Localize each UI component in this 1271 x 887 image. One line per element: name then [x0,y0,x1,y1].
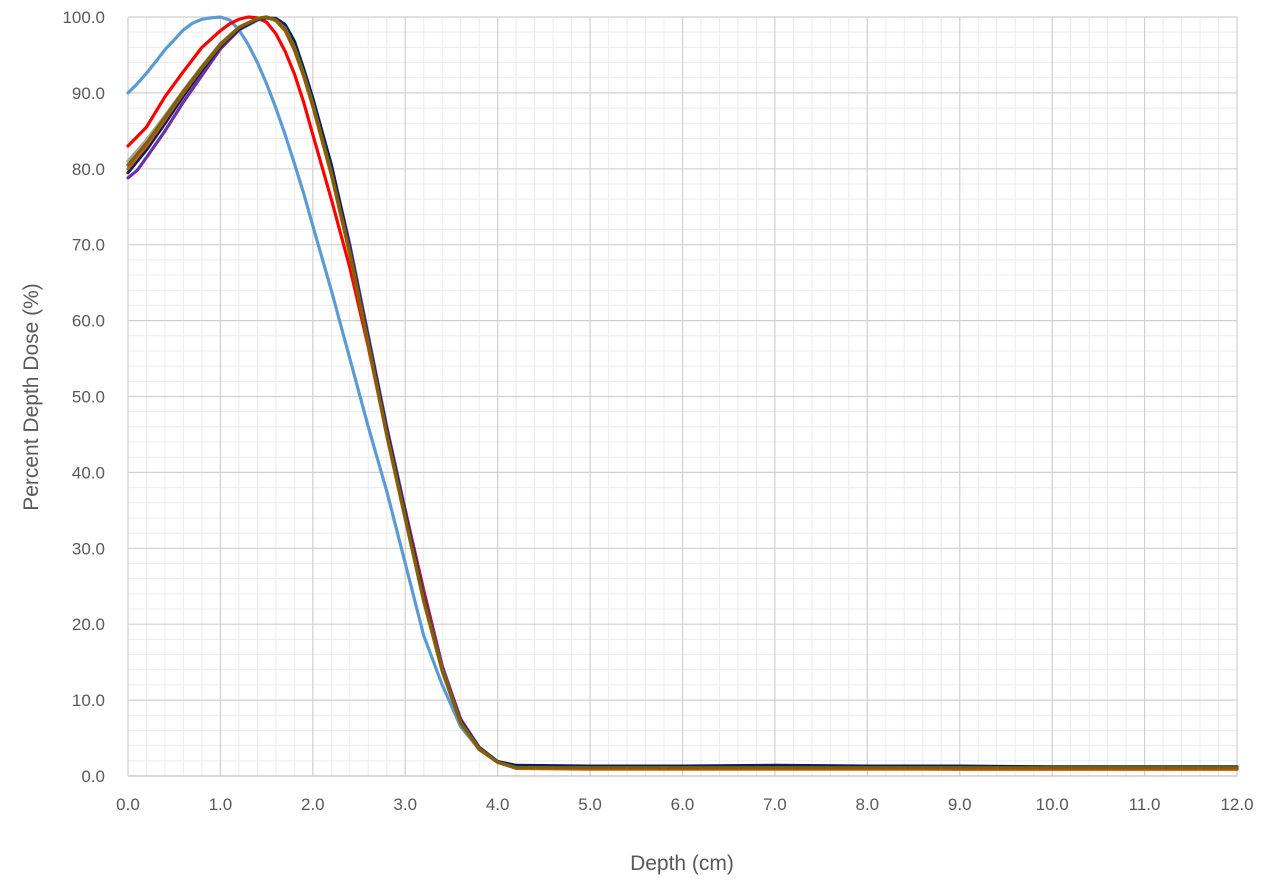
y-tick-label: 20.0 [72,615,105,634]
tick-labels: 0.0 1.0 2.0 3.0 4.0 5.0 6.0 7.0 8.0 9.0 10.0 11.0 12… [62,8,1253,814]
x-tick-label: 4.0 [486,795,510,814]
y-tick-label: 50.0 [72,388,105,407]
y-tick-label: 10.0 [72,691,105,710]
series-layer [126,15,1239,771]
y-tick-label: 40.0 [72,463,105,482]
axes [127,17,1237,777]
x-tick-label: 6.0 [671,795,695,814]
x-tick-label: 7.0 [763,795,787,814]
y-tick-label: 100.0 [62,8,105,27]
x-axis-title: Depth (cm) [630,852,734,875]
x-tick-label: 1.0 [209,795,233,814]
x-tick-label: 0.0 [116,795,140,814]
x-tick-label: 12.0 [1220,795,1253,814]
major-gridlines [128,16,1238,776]
y-axis-title: Percent Depth Dose (%) [20,283,43,511]
x-tick-label: 8.0 [856,795,880,814]
x-tick-label: 5.0 [578,795,602,814]
y-tick-label: 80.0 [72,160,105,179]
x-tick-label: 9.0 [948,795,972,814]
y-tick-label: 60.0 [72,312,105,331]
x-tick-label: 11.0 [1129,795,1161,814]
series-line-7 [126,15,1239,770]
y-tick-label: 70.0 [72,236,105,255]
y-tick-label: 0.0 [81,767,105,786]
x-tick-label: 3.0 [393,795,417,814]
x-tick-label: 10.0 [1036,795,1069,814]
y-tick-label: 30.0 [72,539,105,558]
y-tick-label: 90.0 [72,84,105,103]
x-tick-label: 2.0 [301,795,325,814]
